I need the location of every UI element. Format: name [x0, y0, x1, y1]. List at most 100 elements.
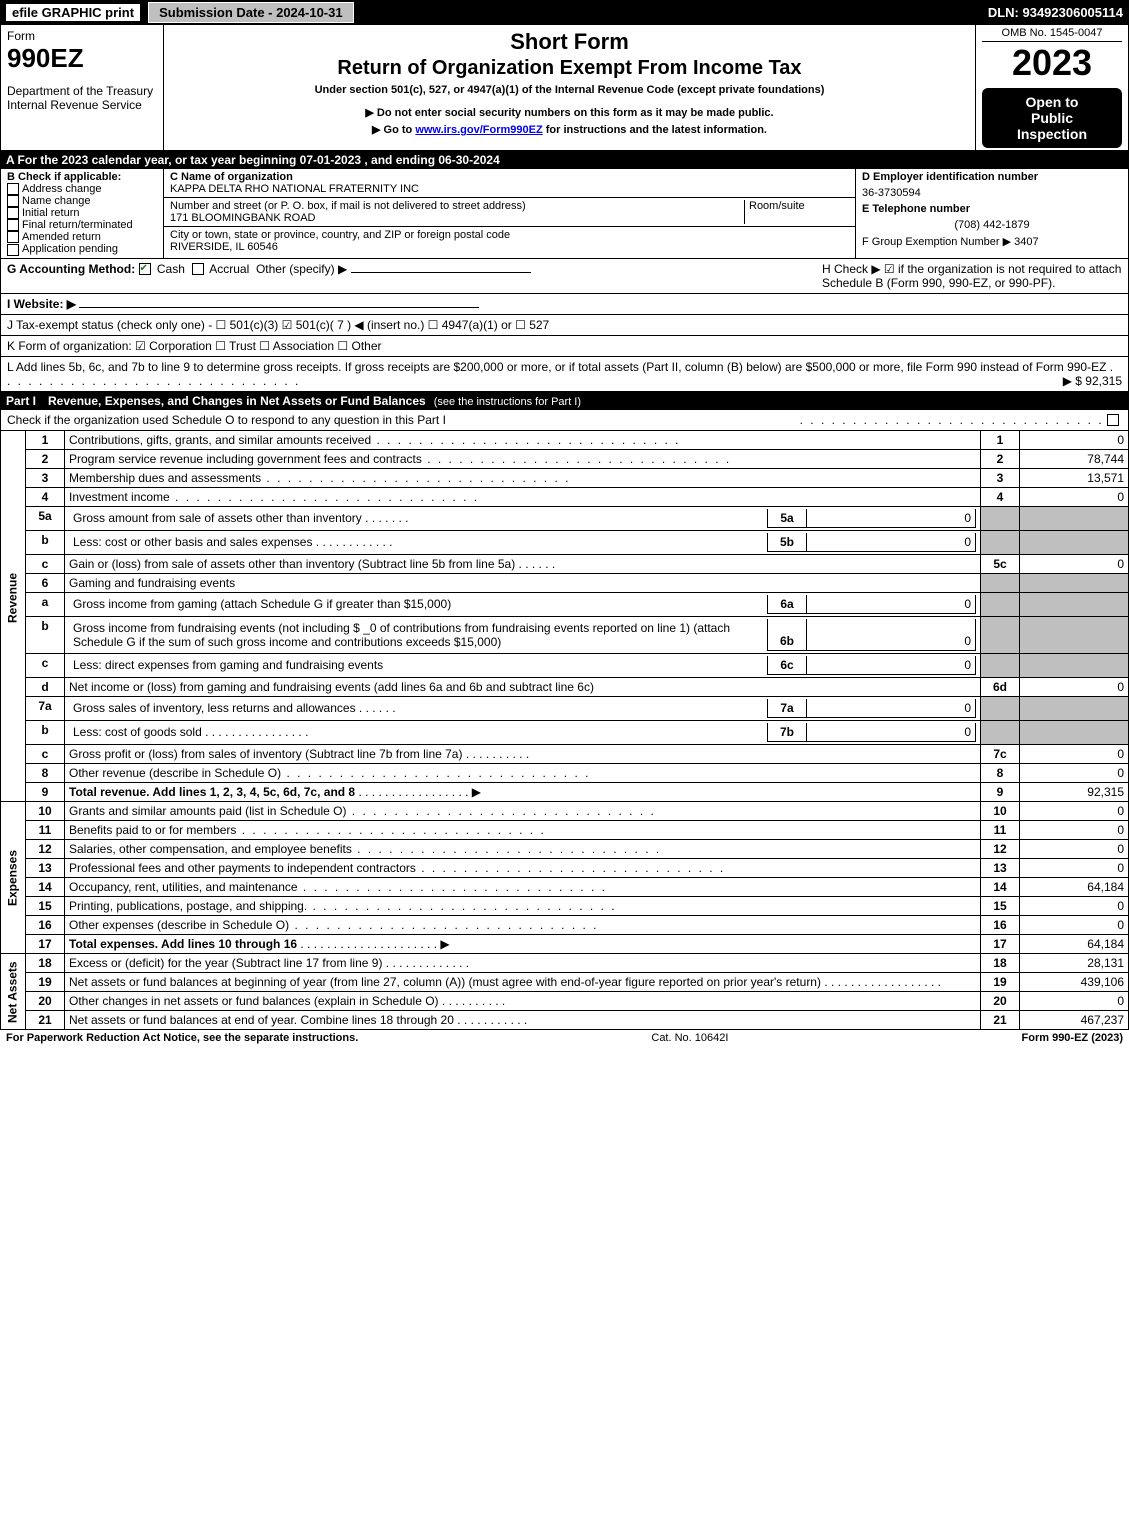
- line6c-desc: Less: direct expenses from gaming and fu…: [65, 654, 981, 678]
- line6a-samt: 0: [807, 595, 976, 614]
- line19-ref: 19: [981, 973, 1020, 992]
- line15-desc: Printing, publications, postage, and shi…: [65, 897, 981, 916]
- line1-amt: 0: [1020, 431, 1129, 450]
- part1-title: Revenue, Expenses, and Changes in Net As…: [48, 394, 426, 408]
- header-note2: ▶ Go to www.irs.gov/Form990EZ for instru…: [172, 123, 967, 136]
- line5c-desc: Gain or (loss) from sale of assets other…: [65, 554, 981, 573]
- line5c-ref: 5c: [981, 554, 1020, 573]
- line4-desc: Investment income: [65, 487, 981, 506]
- website-input[interactable]: [79, 307, 479, 308]
- line6-amt-shade: [1020, 573, 1129, 592]
- efile-print-button[interactable]: efile GRAPHIC print: [6, 4, 140, 21]
- header-center: Short Form Return of Organization Exempt…: [164, 25, 975, 150]
- line5a-num: 5a: [26, 506, 65, 530]
- top-bar: efile GRAPHIC print Submission Date - 20…: [0, 0, 1129, 25]
- line1-desc: Contributions, gifts, grants, and simila…: [65, 431, 981, 450]
- line17-desc: Total expenses. Add lines 10 through 16 …: [65, 935, 981, 954]
- line18-ref: 18: [981, 954, 1020, 973]
- side-label-net-assets: Net Assets: [1, 954, 26, 1030]
- cb-final-return[interactable]: Final return/terminated: [7, 219, 157, 231]
- line5a-amt-shade: [1020, 506, 1129, 530]
- cb-address-change[interactable]: Address change: [7, 183, 157, 195]
- cb-name-change[interactable]: Name change: [7, 195, 157, 207]
- line2-ref: 2: [981, 449, 1020, 468]
- line7b-ref-shade: [981, 721, 1020, 745]
- line9-num: 9: [26, 783, 65, 802]
- line11-desc: Benefits paid to or for members: [65, 821, 981, 840]
- line18-num: 18: [26, 954, 65, 973]
- org-name: KAPPA DELTA RHO NATIONAL FRATERNITY INC: [170, 183, 419, 195]
- footer-left: For Paperwork Reduction Act Notice, see …: [6, 1032, 358, 1044]
- line14-num: 14: [26, 878, 65, 897]
- line15-amt: 0: [1020, 897, 1129, 916]
- row-a-tax-year: A For the 2023 calendar year, or tax yea…: [0, 151, 1129, 169]
- cb-initial-return[interactable]: Initial return: [7, 207, 157, 219]
- line14-ref: 14: [981, 878, 1020, 897]
- irs-link[interactable]: www.irs.gov/Form990EZ: [415, 124, 542, 136]
- line7a-num: 7a: [26, 697, 65, 721]
- line12-desc: Salaries, other compensation, and employ…: [65, 840, 981, 859]
- line5a-desc: Gross amount from sale of assets other t…: [65, 506, 981, 530]
- line5b-desc: Less: cost or other basis and sales expe…: [65, 530, 981, 554]
- g-other: Other (specify) ▶: [256, 262, 347, 276]
- line8-num: 8: [26, 764, 65, 783]
- col-de: D Employer identification number 36-3730…: [856, 169, 1128, 258]
- col-b-title: B Check if applicable:: [7, 171, 157, 183]
- line3-desc: Membership dues and assessments: [65, 468, 981, 487]
- side-label-revenue-cont: [1, 764, 26, 802]
- line7a-samt: 0: [807, 699, 976, 718]
- line6-num: 6: [26, 573, 65, 592]
- open-to-public: Open to Public Inspection: [982, 88, 1122, 148]
- line7a-sref: 7a: [768, 699, 807, 718]
- line7b-amt-shade: [1020, 721, 1129, 745]
- info-grid: B Check if applicable: Address change Na…: [0, 169, 1129, 259]
- cb-accrual[interactable]: [192, 263, 204, 275]
- other-specify-input[interactable]: [351, 272, 531, 273]
- line21-ref: 21: [981, 1011, 1020, 1030]
- row-j-tax-exempt: J Tax-exempt status (check only one) - ☐…: [0, 315, 1129, 336]
- line12-ref: 12: [981, 840, 1020, 859]
- header-left: Form 990EZ Department of the Treasury In…: [1, 25, 164, 150]
- line20-amt: 0: [1020, 992, 1129, 1011]
- line3-amt: 13,571: [1020, 468, 1129, 487]
- line7c-amt: 0: [1020, 745, 1129, 764]
- footer-right: Form 990-EZ (2023): [1022, 1032, 1123, 1044]
- org-name-label: C Name of organization: [170, 171, 293, 183]
- group-exemption: F Group Exemption Number ▶ 3407: [862, 235, 1122, 248]
- line6c-amt-shade: [1020, 654, 1129, 678]
- line7a-desc: Gross sales of inventory, less returns a…: [65, 697, 981, 721]
- line9-desc: Total revenue. Add lines 1, 2, 3, 4, 5c,…: [65, 783, 981, 802]
- line9-amt: 92,315: [1020, 783, 1129, 802]
- cb-schedule-o[interactable]: [1107, 414, 1119, 426]
- cb-application-pending[interactable]: Application pending: [7, 243, 157, 255]
- note2-suffix: for instructions and the latest informat…: [546, 124, 767, 136]
- line6b-desc: Gross income from fundraising events (no…: [65, 616, 981, 654]
- line7c-desc: Gross profit or (loss) from sales of inv…: [65, 745, 981, 764]
- line14-amt: 64,184: [1020, 878, 1129, 897]
- open-line3: Inspection: [984, 126, 1120, 142]
- city-value: RIVERSIDE, IL 60546: [170, 241, 278, 253]
- ein-value: 36-3730594: [862, 187, 1122, 199]
- line5c-num: c: [26, 554, 65, 573]
- line4-amt: 0: [1020, 487, 1129, 506]
- line9-ref: 9: [981, 783, 1020, 802]
- footer-cat: Cat. No. 10642I: [651, 1032, 728, 1044]
- line6b-sref: 6b: [768, 619, 807, 651]
- street-label: Number and street (or P. O. box, if mail…: [170, 200, 526, 212]
- line7b-num: b: [26, 721, 65, 745]
- cb-amended-return[interactable]: Amended return: [7, 231, 157, 243]
- cb-cash[interactable]: [139, 263, 151, 275]
- side-label-expenses: Expenses: [1, 802, 26, 954]
- part1-extra: (see the instructions for Part I): [434, 396, 581, 408]
- line8-ref: 8: [981, 764, 1020, 783]
- line6a-ref-shade: [981, 592, 1020, 616]
- part1-table: Revenue 1 Contributions, gifts, grants, …: [0, 431, 1129, 1031]
- part1-label: Part I: [6, 394, 36, 408]
- line8-amt: 0: [1020, 764, 1129, 783]
- line10-desc: Grants and similar amounts paid (list in…: [65, 802, 981, 821]
- col-c: C Name of organization KAPPA DELTA RHO N…: [164, 169, 856, 258]
- i-label: I Website: ▶: [7, 297, 76, 311]
- line5a-ref-shade: [981, 506, 1020, 530]
- line20-desc: Other changes in net assets or fund bala…: [65, 992, 981, 1011]
- dln: DLN: 93492306005114: [988, 5, 1123, 20]
